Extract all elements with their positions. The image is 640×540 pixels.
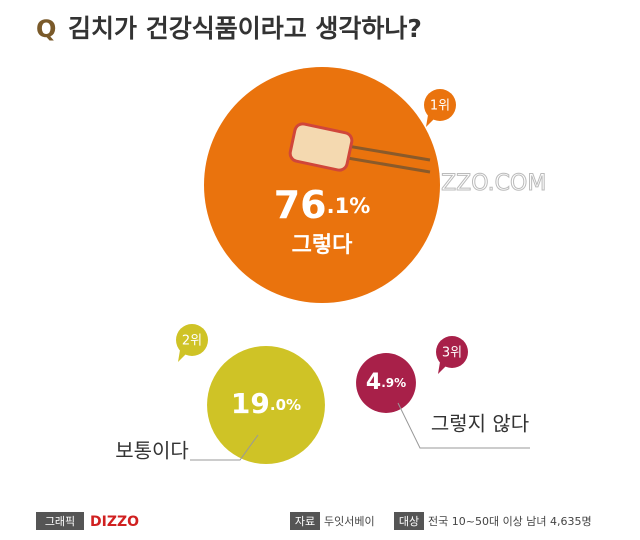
bubble — [207, 346, 325, 464]
rank-label: 3위 — [442, 346, 462, 361]
footer: 그래픽 DIZZO 자료 두잇서베이 대상 전국 10~50대 이상 남녀 4,… — [36, 512, 592, 530]
value-frac: .9% — [381, 376, 406, 390]
footer-source-label: 자료 — [295, 515, 315, 528]
kimchi — [288, 122, 354, 172]
value-label: 4.9% — [366, 370, 406, 395]
value-int: 19 — [231, 387, 270, 420]
footer-target-label: 대상 — [399, 515, 419, 528]
value-label: 19.0% — [231, 387, 301, 420]
category-label: 그렇지 않다 — [431, 412, 529, 436]
rank-label: 1위 — [430, 99, 450, 114]
category-label: 보통이다 — [115, 439, 189, 463]
value-frac: .1% — [327, 194, 371, 218]
value-frac: .0% — [270, 396, 301, 414]
rank-label: 2위 — [182, 334, 202, 349]
footer-tag — [290, 512, 320, 530]
leader-line — [397, 402, 530, 449]
footer-tag — [394, 512, 424, 530]
footer-brand: DIZZO — [90, 514, 139, 530]
leader-line — [190, 434, 259, 461]
rank-bubble — [424, 89, 456, 121]
footer-tag — [36, 512, 84, 530]
rank-bubble — [176, 324, 208, 356]
footer-target: 전국 10~50대 이상 남녀 4,635명 — [428, 515, 592, 528]
value-label: 76.1% — [274, 183, 371, 227]
bubble — [356, 353, 416, 413]
category-label: 그렇다 — [292, 233, 353, 258]
footer-graphic: 그래픽 — [45, 515, 75, 528]
rank-bubble — [436, 336, 468, 368]
bubble — [204, 67, 440, 303]
title-marker: Q — [36, 15, 56, 43]
value-int: 76 — [274, 183, 327, 227]
chart-title: 김치가 건강식품이라고 생각하나? — [68, 14, 422, 43]
value-int: 4 — [366, 370, 381, 395]
footer-source: 두잇서베이 — [324, 515, 375, 528]
